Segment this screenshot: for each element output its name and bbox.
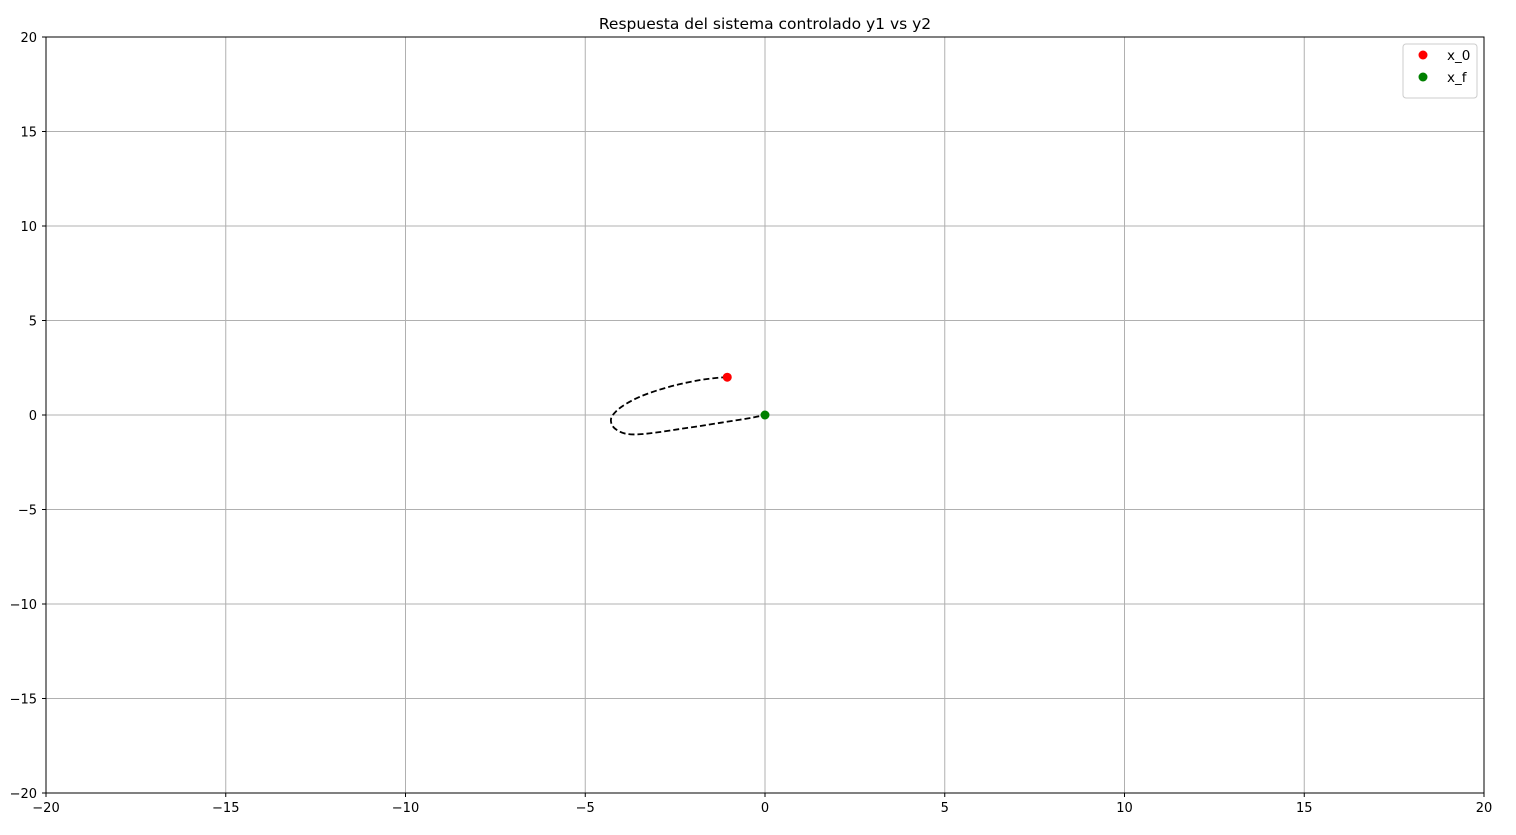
x-tick-label: 0 (761, 801, 769, 816)
plot-data (609, 372, 770, 436)
trajectory-line (609, 376, 766, 436)
marker-x-0 (722, 372, 732, 382)
x-tick-label: −15 (212, 801, 239, 816)
legend: x_0 x_f (1402, 43, 1478, 99)
x-tick-label: 5 (941, 801, 949, 816)
y-tick-label: −10 (10, 598, 37, 613)
y-tick-label: 0 (29, 409, 37, 424)
x-tick-label: 20 (1476, 801, 1493, 816)
y-tick-label: −5 (18, 504, 37, 519)
x-tick-label: −10 (392, 801, 419, 816)
y-tick-label: 20 (20, 31, 37, 46)
x-tick-label: −20 (32, 801, 59, 816)
legend-label: x_f (1447, 70, 1468, 86)
y-tick-label: 5 (29, 315, 37, 330)
plot-frame (45, 36, 1485, 794)
legend-label: x_0 (1447, 48, 1470, 64)
chart-title: Respuesta del sistema controlado y1 vs y… (599, 15, 931, 33)
marker-x-f (760, 410, 770, 420)
y-tick-label: −15 (10, 693, 37, 708)
x-tick-label: −5 (576, 801, 595, 816)
y-tick-label: 15 (20, 126, 37, 141)
legend-marker (1418, 72, 1428, 82)
axis-ticks: −20 −15 −10 −5 0 5 10 15 20 −20 −15 −10 −5 0 5 10 15 20 (10, 31, 1493, 816)
y-tick-label: −20 (10, 787, 37, 802)
x-tick-label: 15 (1296, 801, 1313, 816)
x-tick-label: 10 (1116, 801, 1133, 816)
y-tick-label: 10 (20, 220, 37, 235)
legend-marker (1418, 50, 1428, 60)
